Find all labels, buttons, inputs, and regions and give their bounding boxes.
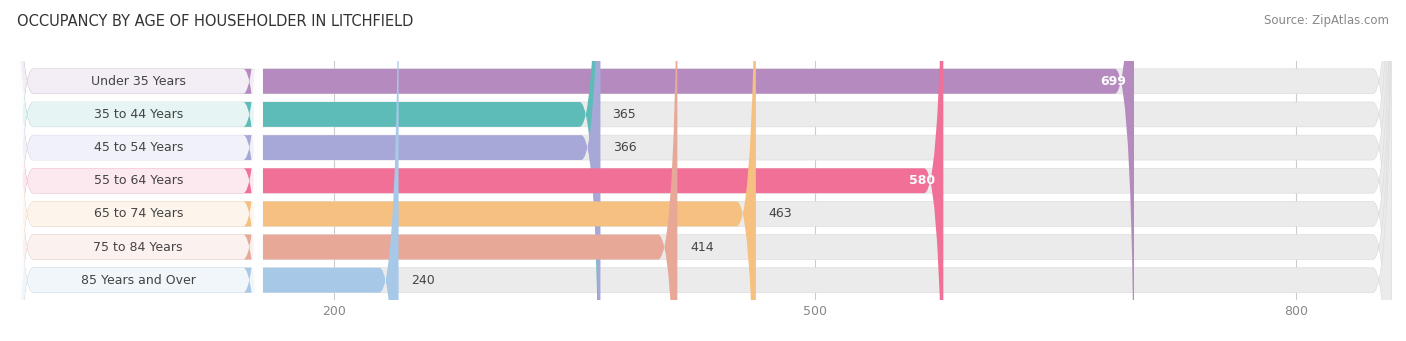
- FancyBboxPatch shape: [14, 0, 1135, 341]
- FancyBboxPatch shape: [14, 0, 1392, 341]
- Text: 414: 414: [690, 240, 714, 254]
- FancyBboxPatch shape: [14, 0, 263, 341]
- FancyBboxPatch shape: [14, 0, 1392, 341]
- FancyBboxPatch shape: [14, 0, 1392, 341]
- Text: 55 to 64 Years: 55 to 64 Years: [94, 174, 183, 187]
- FancyBboxPatch shape: [14, 0, 1392, 341]
- Text: 65 to 74 Years: 65 to 74 Years: [94, 207, 183, 220]
- Text: OCCUPANCY BY AGE OF HOUSEHOLDER IN LITCHFIELD: OCCUPANCY BY AGE OF HOUSEHOLDER IN LITCH…: [17, 14, 413, 29]
- FancyBboxPatch shape: [14, 0, 263, 341]
- Text: 463: 463: [769, 207, 793, 220]
- FancyBboxPatch shape: [14, 0, 263, 341]
- FancyBboxPatch shape: [14, 0, 263, 341]
- FancyBboxPatch shape: [14, 0, 398, 341]
- FancyBboxPatch shape: [14, 0, 1392, 341]
- Text: 365: 365: [612, 108, 636, 121]
- Text: 699: 699: [1099, 75, 1126, 88]
- FancyBboxPatch shape: [14, 0, 943, 341]
- FancyBboxPatch shape: [14, 0, 678, 341]
- FancyBboxPatch shape: [14, 0, 600, 341]
- FancyBboxPatch shape: [14, 0, 1392, 341]
- FancyBboxPatch shape: [14, 0, 263, 341]
- Text: 35 to 44 Years: 35 to 44 Years: [94, 108, 183, 121]
- FancyBboxPatch shape: [14, 0, 263, 341]
- Text: Source: ZipAtlas.com: Source: ZipAtlas.com: [1264, 14, 1389, 27]
- Text: 240: 240: [412, 274, 434, 287]
- Text: 75 to 84 Years: 75 to 84 Years: [93, 240, 183, 254]
- FancyBboxPatch shape: [14, 0, 599, 341]
- Text: 366: 366: [613, 141, 637, 154]
- FancyBboxPatch shape: [14, 0, 1392, 341]
- Text: 45 to 54 Years: 45 to 54 Years: [94, 141, 183, 154]
- Text: 85 Years and Over: 85 Years and Over: [80, 274, 195, 287]
- Text: Under 35 Years: Under 35 Years: [91, 75, 186, 88]
- FancyBboxPatch shape: [14, 0, 756, 341]
- Text: 580: 580: [910, 174, 935, 187]
- FancyBboxPatch shape: [14, 0, 263, 341]
